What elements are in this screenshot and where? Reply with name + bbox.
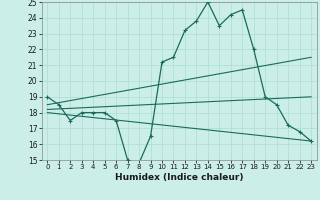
X-axis label: Humidex (Indice chaleur): Humidex (Indice chaleur) bbox=[115, 173, 244, 182]
